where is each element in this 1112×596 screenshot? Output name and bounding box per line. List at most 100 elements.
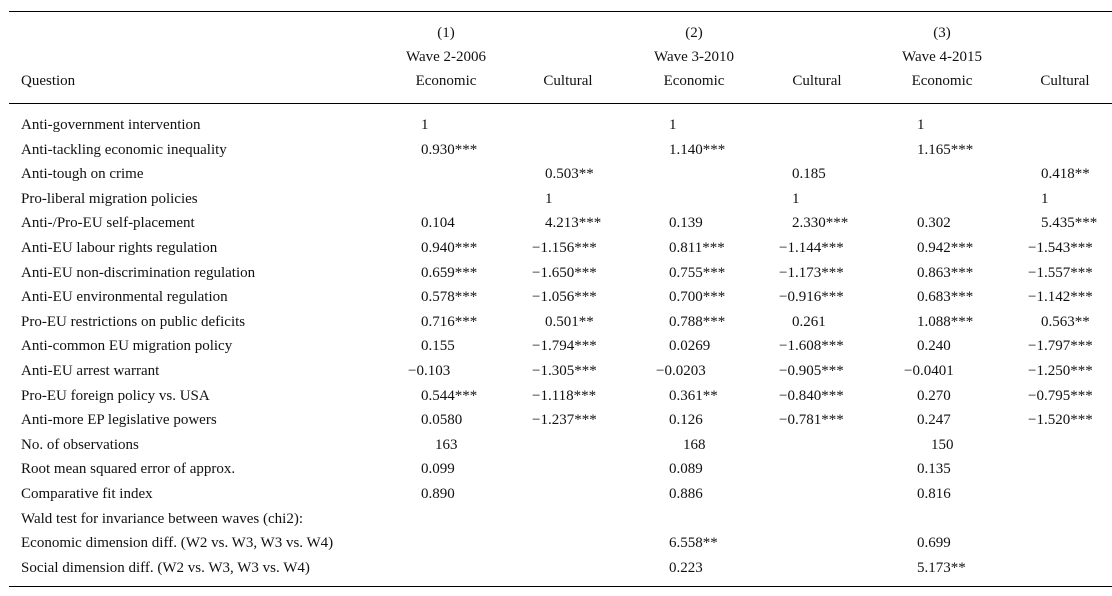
table-cell: −1.543*** (1028, 240, 1093, 256)
table-cell: −1.797*** (1028, 338, 1093, 355)
table-cell: 1 (545, 190, 553, 207)
table-cell: −1.237*** (532, 412, 597, 429)
table-cell: −1.520*** (1028, 412, 1093, 429)
row-label: Pro-EU foreign policy vs. USA (21, 387, 210, 404)
row-label: Pro-liberal migration policies (21, 190, 198, 207)
subcol-cultural-3: Cultural (1040, 73, 1090, 89)
table-cell: 0.099 (421, 461, 455, 478)
row-label: Anti-EU environmental regulation (21, 289, 228, 306)
table-cell: −0.0203 (656, 363, 706, 379)
row-label: Wald test for invariance between waves (… (21, 510, 304, 527)
table-row: Anti-government intervention 1 1 1 (0, 116, 1112, 141)
row-label: Anti-EU labour rights regulation (21, 240, 218, 256)
table-cell: 0.788*** (669, 313, 726, 330)
table-cell: 168 (683, 436, 706, 453)
table-cell: −1.118*** (532, 387, 597, 404)
table-cell: −1.650*** (532, 264, 597, 281)
table-row: Anti-EU environmental regulation 0.578***… (0, 288, 1112, 313)
table-bottom-rule (9, 586, 1112, 588)
table-cell: 0.503** (545, 166, 594, 183)
table-cell: 0.863*** (917, 264, 974, 281)
group-2-number: (2) (685, 25, 703, 41)
table-top-rule (9, 11, 1112, 13)
table-cell: 0.0269 (669, 338, 711, 355)
table-row: Pro-EU foreign policy vs. USA 0.544*** −1.… (0, 387, 1112, 412)
table-cell: 0.659*** (421, 264, 478, 281)
table-cell: 0.139 (669, 215, 703, 232)
table-cell: 0.361** (669, 387, 718, 404)
group-2-wave: Wave 3-2010 (653, 49, 735, 65)
table-cell: 5.173** (917, 559, 966, 576)
table-cell: 0.811*** (669, 240, 725, 256)
table-cell: −0.916*** (779, 289, 844, 306)
table-cell: 0.185 (792, 166, 826, 183)
table-header-rule (9, 103, 1112, 105)
row-label: Anti-more EP legislative powers (21, 412, 217, 429)
table-cell: 0.261 (792, 313, 826, 330)
table-cell: −0.795*** (1028, 387, 1093, 404)
group-3-number: (3) (933, 25, 951, 41)
table-cell: −1.557*** (1028, 264, 1093, 281)
table-cell: 0.0580 (421, 412, 463, 429)
table-cell: 1.140*** (669, 141, 726, 158)
table-cell: 0.270 (917, 387, 951, 404)
table-cell: −1.156*** (532, 240, 597, 256)
table-cell: 0.155 (421, 338, 455, 355)
table-cell: 0.716*** (421, 313, 478, 330)
table-cell: 163 (435, 436, 458, 453)
table-cell: −0.103 (408, 363, 451, 379)
stats-row: Root mean squared error of approx. 0.099 0… (0, 460, 1112, 485)
table-row: Anti-EU labour rights regulation 0.940***… (0, 239, 1112, 264)
table-cell: 0.240 (917, 338, 951, 355)
table-cell: 0.816 (917, 486, 951, 502)
table-cell: 0.942*** (917, 240, 974, 256)
table-cell: 1 (917, 117, 925, 133)
table-cell: −1.794*** (532, 338, 597, 355)
table-cell: −0.0401 (904, 363, 954, 379)
group-1-wave: Wave 2-2006 (405, 49, 487, 65)
row-label: Anti-common EU migration policy (21, 338, 233, 355)
table-cell: 0.223 (669, 559, 703, 576)
stats-row: No. of observations 163 168 150 (0, 436, 1112, 461)
table-cell: 0.683*** (917, 289, 974, 306)
table-row: Anti-tough on crime 0.503** 0.185 0.418** (0, 165, 1112, 190)
group-3-wave: Wave 4-2015 (901, 49, 983, 65)
row-label: Economic dimension diff. (W2 vs. W3, W3 … (21, 535, 334, 552)
group-1-number: (1) (437, 25, 455, 41)
table-cell: 0.699 (917, 535, 951, 552)
row-label: Anti-EU arrest warrant (21, 363, 160, 379)
table-cell: −1.305*** (532, 363, 597, 379)
table-cell: 5.435*** (1041, 215, 1098, 232)
stats-row: Comparative fit index 0.890 0.886 0.816 (0, 485, 1112, 510)
table-row: Anti-EU non-discrimination regulation 0.6… (0, 264, 1112, 289)
row-label: Anti-tough on crime (21, 166, 144, 183)
row-label: Anti-EU non-discrimination regulation (21, 264, 256, 281)
table-cell: 1.165*** (917, 141, 974, 158)
table-cell: −1.173*** (779, 264, 844, 281)
table-cell: 4.213*** (545, 215, 602, 232)
table-cell: 2.330*** (792, 215, 849, 232)
table-cell: 0.886 (669, 486, 703, 502)
table-cell: 1 (792, 190, 800, 207)
table-cell: −0.840*** (779, 387, 844, 404)
table-cell: −1.144*** (779, 240, 844, 256)
table-row: Anti-common EU migration policy 0.155 −1.7… (0, 337, 1112, 362)
stats-row: Economic dimension diff. (W2 vs. W3, W3 … (0, 534, 1112, 559)
table-cell: 1 (669, 117, 677, 133)
table-cell: 0.700*** (669, 289, 726, 306)
table-row: Pro-EU restrictions on public deficits 0.… (0, 313, 1112, 338)
row-label: Social dimension diff. (W2 vs. W3, W3 vs… (21, 559, 310, 576)
stats-row: Social dimension diff. (W2 vs. W3, W3 vs… (0, 559, 1112, 584)
row-label: No. of observations (21, 436, 139, 453)
table-cell: 6.558** (669, 535, 718, 552)
table-cell: 0.126 (669, 412, 703, 429)
table-cell: 0.930*** (421, 141, 478, 158)
row-label: Comparative fit index (21, 486, 153, 502)
table-cell: 0.135 (917, 461, 951, 478)
row-label: Root mean squared error of approx. (21, 461, 236, 478)
subcol-cultural-1: Cultural (543, 73, 593, 89)
subcol-economic-3: Economic (911, 73, 973, 89)
row-label: Anti-/Pro-EU self-placement (21, 215, 195, 232)
table-cell: 1 (1041, 190, 1049, 207)
table-cell: 150 (931, 436, 954, 453)
